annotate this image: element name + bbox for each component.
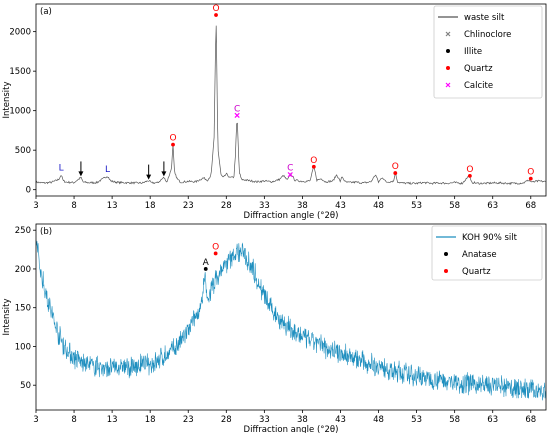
p0-legend-label-waste-silt: waste silt <box>464 13 505 23</box>
p1-xtick-label-10: 53 <box>411 415 422 425</box>
p0-xtick-label-9: 48 <box>373 201 384 211</box>
p0-xtick-label-7: 38 <box>297 201 308 211</box>
p0-legend-label-quartz: Quartz <box>464 64 493 74</box>
p0-xtick-label-0: 3 <box>33 201 38 211</box>
p0-xtick-label-11: 58 <box>449 201 460 211</box>
p0-xtick-label-1: 8 <box>71 201 76 211</box>
p0-annotation-2: O <box>310 156 317 166</box>
p0-marker-quartz-0 <box>171 142 175 147</box>
p1-xtick-label-7: 38 <box>297 415 308 425</box>
p1-legend-label-koh-90-silt: KOH 90% silt <box>462 233 518 243</box>
p1-annotation-0: A <box>203 258 210 268</box>
p1-x-axis-label: Diffraction angle (°2θ) <box>244 425 339 433</box>
p0-ytick-label-4: 2000 <box>9 28 31 38</box>
p1-ytick-label-1: 100 <box>15 342 31 352</box>
p0-xtick-label-2: 13 <box>107 201 118 211</box>
p1-ytick-label-4: 250 <box>15 226 31 236</box>
p0-arrow-0 <box>78 161 84 177</box>
p1-xtick-label-2: 13 <box>107 415 118 425</box>
p0-legend: waste silt Chlinoclore Illite Quartz Calcite <box>433 5 543 99</box>
p0-annotation-1: O <box>169 134 176 144</box>
p1-xtick-label-4: 23 <box>183 415 194 425</box>
p0-xtick-label-6: 33 <box>259 201 270 211</box>
p1-panel: AO3 8 13 18 23 28 33 38 43 48 53 58 63 68501001502002… <box>2 223 547 433</box>
p0-arrow-2 <box>161 161 167 177</box>
p0-marker-quartz-3 <box>393 171 398 175</box>
p0-marker-quartz-4 <box>467 173 472 178</box>
p0-marker-quartz-2 <box>311 164 316 169</box>
p0-marker-calcite-0 <box>234 112 240 119</box>
p0-annotation-7: C <box>287 164 293 174</box>
p1-xtick-label-9: 48 <box>373 415 384 425</box>
p0-marker-quartz-5 <box>528 176 533 181</box>
p0-annotation-8: L <box>59 164 64 174</box>
p1-xtick-label-1: 8 <box>71 415 76 425</box>
p1-xtick-label-11: 58 <box>449 415 460 425</box>
p1-plot-frame <box>35 223 547 411</box>
p1-annotation-1: O <box>212 242 219 252</box>
p0-xtick-label-13: 68 <box>525 201 536 211</box>
p0-legend-label-illite: Illite <box>464 47 482 57</box>
p1-legend-label-anatase: Anatase <box>462 250 497 260</box>
p0-xtick-label-4: 23 <box>183 201 194 211</box>
p0-ytick-label-3: 1500 <box>9 67 31 77</box>
p1-xtick-label-3: 18 <box>145 415 156 425</box>
p0-ytick-label-1: 500 <box>15 146 31 156</box>
p0-legend-item-quartz: Quartz <box>446 64 493 74</box>
p0-annotation-3: O <box>392 162 399 172</box>
p1-legend-item-koh-90-silt: KOH 90% silt <box>436 233 518 243</box>
p1-xtick-label-8: 43 <box>335 415 346 425</box>
p1-legend-item-anatase: Anatase <box>444 250 497 260</box>
p0-xtick-label-5: 28 <box>221 201 232 211</box>
p0-legend-item-chlinoclore: Chlinoclore <box>445 30 511 40</box>
p0-legend-label-calcite: Calcite <box>464 81 493 91</box>
p0-annotation-6: C <box>234 104 240 114</box>
p1-legend-item-quartz: Quartz <box>444 267 491 277</box>
p1-legend-label-quartz: Quartz <box>462 267 491 277</box>
p0-x-axis-label: Diffraction angle (°2θ) <box>244 211 339 221</box>
p0-xtick-label-3: 18 <box>145 201 156 211</box>
p0-xtick-label-12: 63 <box>487 201 498 211</box>
p1-marker-quartz-0 <box>213 251 218 256</box>
p1-ytick-label-3: 200 <box>15 265 31 275</box>
p0-annotation-9: L <box>105 165 110 175</box>
p0-legend-label-chlinoclore: Chlinoclore <box>464 30 511 40</box>
p0-annotation-5: O <box>527 168 534 178</box>
p0-legend-item-waste-silt: waste silt <box>438 13 505 23</box>
p0-annotation-4: O <box>466 165 473 175</box>
p0-marker-quartz-1 <box>214 13 218 17</box>
p1-xtick-label-5: 28 <box>221 415 232 425</box>
p0-legend-item-calcite: Calcite <box>445 81 493 91</box>
p1-trace-koh-90-silt <box>35 239 546 401</box>
p0-plot-frame <box>35 3 547 197</box>
p0-xtick-label-8: 43 <box>335 201 346 211</box>
p0-panel-label: (a) <box>40 7 52 17</box>
p1-xtick-label-0: 3 <box>33 415 38 425</box>
p0-legend-item-illite: Illite <box>446 47 482 57</box>
p1-y-axis-label: Intensity <box>2 299 12 336</box>
p0-annotation-0: O <box>212 4 219 14</box>
p0-y-axis-label: Intensity <box>2 82 12 119</box>
p1-legend: KOH 90% silt Anatase Quartz <box>431 225 543 281</box>
p1-ytick-label-2: 150 <box>15 304 31 314</box>
p1-ytick-label-0: 50 <box>20 381 31 391</box>
p1-xtick-label-6: 33 <box>259 415 270 425</box>
p0-marker-calcite-1 <box>287 172 293 178</box>
p0-ytick-label-2: 1000 <box>9 107 31 117</box>
p1-panel-label: (b) <box>40 227 52 237</box>
p0-arrow-1 <box>146 164 152 180</box>
p0-ytick-label-0: 0 <box>26 186 31 196</box>
p1-marker-anatase-0 <box>203 267 208 271</box>
p0-xtick-label-10: 53 <box>411 201 422 211</box>
p1-xtick-label-12: 63 <box>487 415 498 425</box>
p1-xtick-label-13: 68 <box>525 415 536 425</box>
